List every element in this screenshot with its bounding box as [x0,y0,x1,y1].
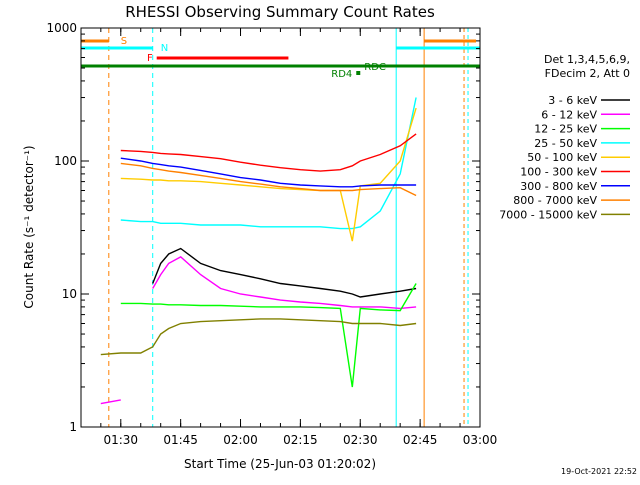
legend-label: 300 - 800 keV [520,180,597,193]
legend-label: 800 - 7000 keV [513,194,597,207]
x-axis-label: Start Time (25-Jun-03 01:20:02) [184,457,376,471]
x-tick-label: 02:45 [403,433,438,447]
timestamp: 19-Oct-2021 22:52 [561,467,637,476]
legend-label: 7000 - 15000 keV [499,208,597,221]
flag-label-s: S [121,36,127,47]
y-tick-label: 10 [62,287,77,301]
y-tick-label: 100 [54,154,77,168]
flag-label-rd4: RD4 [331,69,352,80]
y-tick-label: 1000 [46,21,77,35]
x-tick-label: 01:45 [163,433,198,447]
x-tick-label: 02:00 [223,433,258,447]
flag-label-n: N [161,43,168,54]
legend-label: 100 - 300 keV [520,166,597,179]
x-tick-label: 02:30 [343,433,378,447]
legend-label: 6 - 12 keV [541,108,597,121]
x-tick-label: 02:15 [283,433,318,447]
x-tick-label: 01:30 [103,433,138,447]
y-tick-label: 1 [69,420,77,434]
legend-label: 12 - 25 keV [534,123,597,136]
legend-label: 50 - 100 keV [527,151,597,164]
legend-header-detectors: Det 1,3,4,5,6,9, [544,53,630,66]
chart-title: RHESSI Observing Summary Count Rates [125,3,435,21]
flag-label-f: F [147,53,153,64]
legend-label: 25 - 50 keV [534,137,597,150]
flag-label-rdc: RDC [364,62,386,73]
legend-header-decimation: FDecim 2, Att 0 [545,67,630,80]
legend-label: 3 - 6 keV [548,94,597,107]
y-axis-label: Count Rate (s⁻¹ detector⁻¹) [22,145,36,308]
x-tick-label: 03:00 [463,433,498,447]
